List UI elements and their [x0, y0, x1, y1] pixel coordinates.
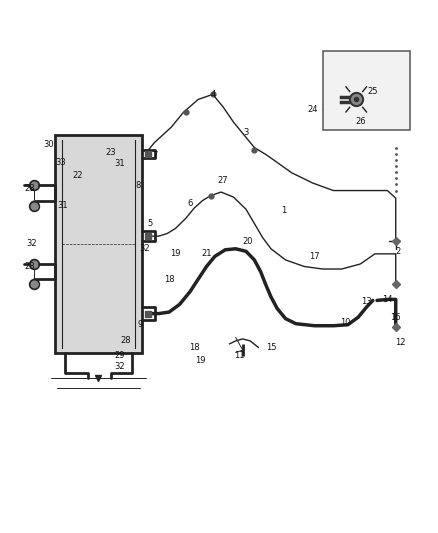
Text: 23: 23 — [106, 148, 116, 157]
Text: 4: 4 — [210, 90, 215, 99]
Text: 29: 29 — [114, 351, 124, 360]
Text: 5: 5 — [148, 219, 153, 228]
Text: 2: 2 — [395, 247, 400, 256]
Text: 28: 28 — [120, 336, 131, 345]
Bar — [323, 51, 410, 130]
Text: 30: 30 — [43, 141, 54, 149]
Text: 28: 28 — [25, 183, 35, 192]
Ellipse shape — [30, 260, 38, 269]
Text: 24: 24 — [307, 105, 318, 114]
Text: 7: 7 — [152, 151, 157, 159]
Text: 25: 25 — [367, 87, 378, 96]
Text: 6: 6 — [187, 199, 193, 208]
Text: 27: 27 — [218, 176, 229, 185]
Text: 26: 26 — [355, 117, 366, 126]
Text: 17: 17 — [309, 252, 320, 261]
Text: 1: 1 — [281, 206, 286, 215]
Text: 22: 22 — [72, 171, 83, 180]
Ellipse shape — [30, 181, 38, 190]
Text: 28: 28 — [25, 262, 35, 271]
Text: 8: 8 — [135, 181, 141, 190]
Text: 31: 31 — [114, 159, 124, 168]
Text: 21: 21 — [201, 249, 212, 259]
Text: 11: 11 — [234, 351, 245, 360]
Text: 20: 20 — [243, 237, 253, 246]
Text: 12: 12 — [395, 338, 405, 347]
Text: 15: 15 — [266, 343, 276, 352]
Text: 32: 32 — [114, 362, 124, 371]
Text: 18: 18 — [189, 343, 199, 352]
Text: 19: 19 — [170, 249, 180, 259]
Text: 10: 10 — [341, 318, 351, 327]
Text: 19: 19 — [195, 356, 205, 365]
Text: 13: 13 — [361, 297, 372, 306]
Text: 32: 32 — [139, 244, 149, 253]
Text: 32: 32 — [27, 239, 37, 248]
Text: 16: 16 — [390, 313, 401, 321]
Text: 18: 18 — [164, 274, 174, 284]
Text: 33: 33 — [56, 158, 67, 167]
Bar — [55, 135, 142, 352]
Text: 31: 31 — [58, 201, 68, 210]
Ellipse shape — [30, 280, 38, 289]
Text: 9: 9 — [138, 320, 143, 329]
Ellipse shape — [30, 201, 38, 211]
Text: 3: 3 — [244, 128, 249, 137]
Text: 14: 14 — [382, 295, 392, 304]
